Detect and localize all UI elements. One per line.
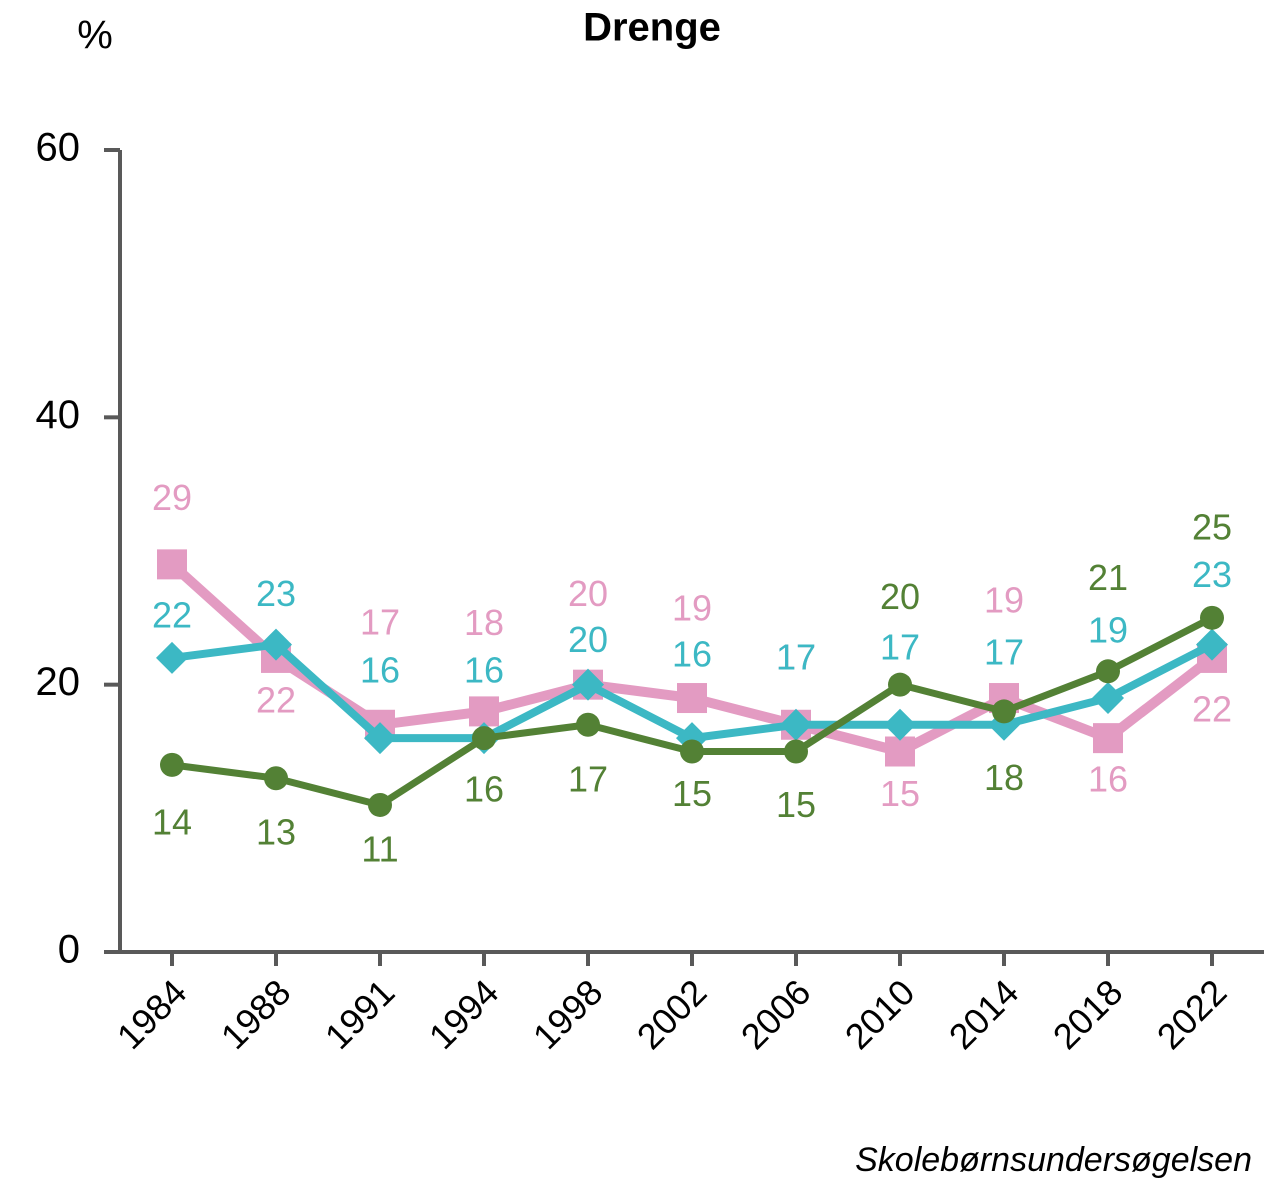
data-label: 17 — [776, 636, 816, 677]
marker — [364, 722, 396, 755]
x-tick-label: 1998 — [525, 971, 611, 1057]
data-label: 18 — [984, 757, 1024, 798]
marker — [572, 668, 604, 701]
data-label: 21 — [1088, 557, 1128, 598]
data-label: 22 — [1192, 688, 1232, 729]
x-tick-label: 1984 — [109, 971, 195, 1057]
x-tick-label: 2022 — [1149, 971, 1235, 1057]
data-label: 16 — [672, 634, 712, 675]
y-tick-label: 20 — [36, 660, 81, 704]
data-label: 11 — [361, 828, 398, 869]
data-label: 16 — [360, 650, 400, 691]
x-tick-label: 1991 — [317, 971, 403, 1057]
x-tick-label: 2014 — [941, 971, 1027, 1057]
marker — [992, 699, 1016, 724]
marker — [368, 792, 392, 817]
data-label: 16 — [1088, 759, 1128, 800]
marker — [888, 672, 912, 697]
source: Skolebørnsundersøgelsen — [855, 1141, 1252, 1179]
y-tick-label: 40 — [36, 393, 81, 437]
data-label: 16 — [464, 650, 504, 691]
data-label: 20 — [568, 619, 608, 660]
data-label: 18 — [464, 602, 504, 643]
marker — [1093, 723, 1123, 754]
marker — [472, 726, 496, 751]
x-tick-label: 2010 — [837, 971, 923, 1057]
data-label: 22 — [152, 594, 192, 635]
marker — [576, 712, 600, 737]
data-label: 17 — [984, 631, 1024, 672]
data-label: 19 — [672, 588, 712, 629]
marker — [885, 736, 915, 767]
x-tick-label: 2018 — [1045, 971, 1131, 1057]
y-axis-label: % — [77, 14, 113, 58]
marker — [264, 766, 288, 791]
marker — [260, 628, 292, 661]
data-label: 25 — [1192, 506, 1232, 547]
data-label: 13 — [256, 812, 296, 853]
data-label: 17 — [568, 758, 608, 799]
marker — [780, 708, 812, 741]
data-label: 16 — [464, 769, 504, 810]
x-tick-label: 1988 — [213, 971, 299, 1057]
data-label: 17 — [776, 636, 816, 677]
x-tick-label: 1994 — [421, 971, 507, 1057]
data-label: 14 — [152, 801, 192, 842]
marker — [160, 752, 184, 777]
marker — [157, 549, 187, 580]
data-label: 29 — [152, 477, 192, 518]
data-label: 15 — [880, 773, 920, 814]
marker — [1096, 659, 1120, 684]
marker — [884, 708, 916, 741]
marker — [469, 696, 499, 727]
marker — [677, 683, 707, 714]
marker — [156, 641, 188, 674]
marker — [1196, 628, 1228, 661]
marker — [680, 739, 704, 764]
chart-title: Drenge — [583, 6, 721, 50]
data-label: 17 — [880, 626, 920, 667]
x-tick-label: 2002 — [629, 971, 715, 1057]
data-label: 19 — [984, 580, 1024, 621]
data-label: 22 — [256, 679, 296, 720]
data-label: 20 — [568, 573, 608, 614]
y-tick-label: 0 — [58, 928, 80, 972]
data-label: 20 — [880, 576, 920, 617]
data-label: 19 — [1088, 610, 1128, 651]
x-tick-label: 2006 — [733, 971, 819, 1057]
marker — [1200, 605, 1224, 630]
marker — [784, 739, 808, 764]
marker — [1092, 682, 1124, 715]
data-label: 23 — [1192, 554, 1232, 595]
data-label: 15 — [776, 784, 816, 825]
y-tick-label: 60 — [36, 126, 81, 170]
data-label: 15 — [672, 773, 712, 814]
data-label: 17 — [360, 601, 400, 642]
data-label: 23 — [256, 573, 296, 614]
